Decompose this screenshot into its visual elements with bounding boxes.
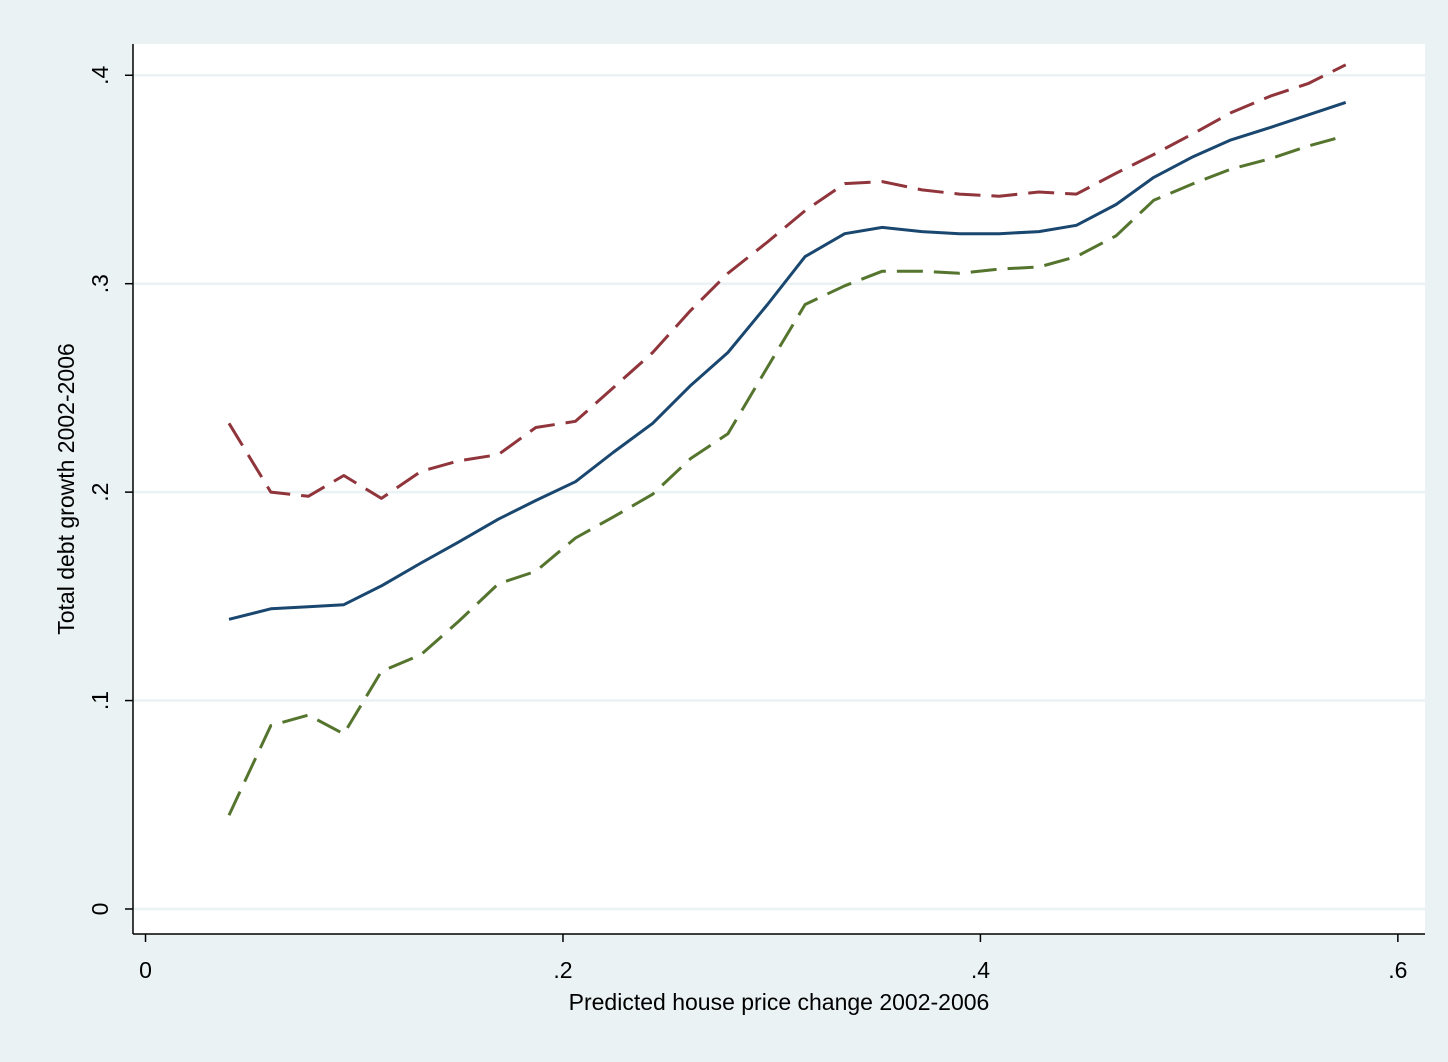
series-line-3 — [227, 134, 1347, 816]
x-tick-label: .6 — [1388, 957, 1407, 983]
plot-area — [133, 44, 1425, 934]
y-tick-label: .4 — [87, 65, 113, 84]
ticks: 0 .1 .2 .3 .4 0 .2 .4 .6 — [87, 65, 1407, 983]
axes — [132, 44, 1425, 935]
y-tick-label: .2 — [87, 483, 113, 502]
x-tick-label: 0 — [139, 957, 152, 983]
x-tick-label: .2 — [553, 957, 572, 983]
series-line-2 — [227, 63, 1347, 500]
series — [227, 63, 1347, 816]
grid-lines — [134, 74, 1425, 911]
x-axis-label: Predicted house price change 2002-2006 — [569, 989, 990, 1015]
x-tick-label: .4 — [971, 957, 990, 983]
y-axis-label: Total debt growth 2002-2006 — [53, 343, 79, 635]
y-tick-label: .1 — [87, 691, 113, 710]
series-line-1 — [228, 100, 1347, 621]
y-tick-label: 0 — [87, 903, 113, 916]
y-tick-label: .3 — [87, 274, 113, 293]
